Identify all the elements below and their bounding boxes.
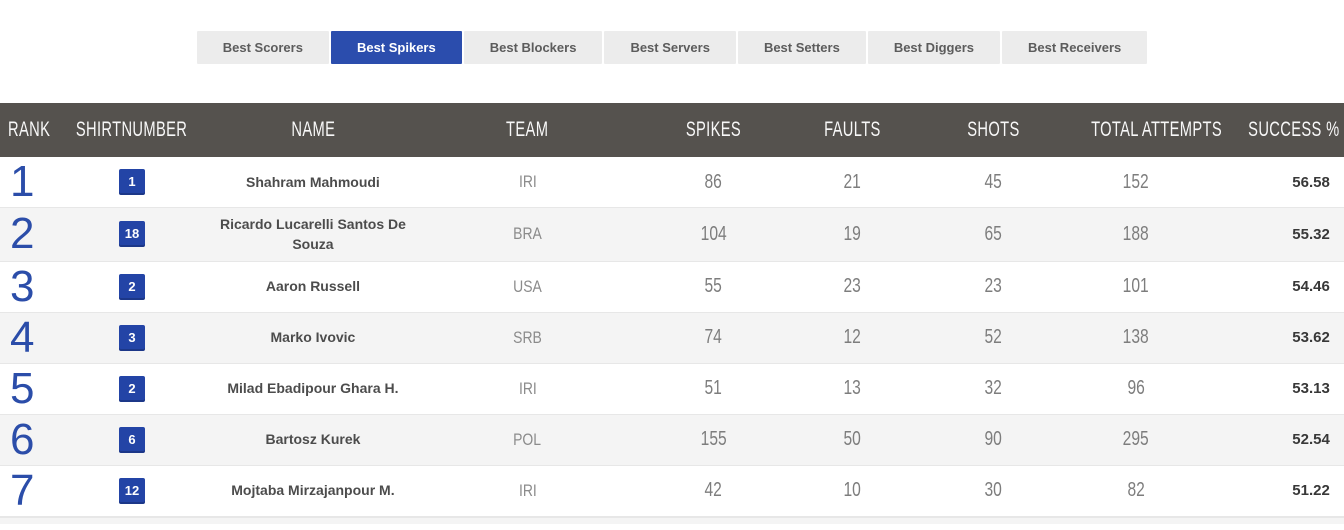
player-name: Aaron Russell — [265, 278, 360, 295]
rank-cell: 1 — [10, 157, 35, 206]
total-attempts-value: 152 — [1122, 170, 1149, 193]
shirt-number-badge: 18 — [118, 221, 145, 248]
player-name: Marko Ivovic — [270, 329, 356, 346]
shirtnumber-cell: 6 — [48, 426, 216, 453]
faults-value: 10 — [843, 479, 862, 502]
success-pct-value: 56.58 — [1292, 173, 1330, 191]
col-header-shirtnumber: SHIRTNUMBER — [76, 118, 188, 141]
shots-value: 52 — [984, 326, 1002, 349]
player-name: Mojtaba Mirzajanpour M. — [231, 482, 395, 499]
success-pct-value: 55.32 — [1292, 225, 1330, 243]
faults-value: 23 — [843, 275, 862, 298]
category-tab-bar: Best Scorers Best Spikers Best Blockers … — [0, 31, 1344, 64]
col-header-faults: FAULTS — [824, 118, 881, 141]
col-header-success-pct: SUCCESS % — [1248, 118, 1340, 141]
team-code: BRA — [513, 224, 542, 244]
shirtnumber-cell: 12 — [48, 477, 216, 504]
shirt-number-badge: 2 — [118, 273, 145, 300]
total-attempts-value: 101 — [1122, 275, 1149, 298]
faults-value: 13 — [843, 377, 862, 400]
shirtnumber-cell: 3 — [48, 324, 216, 351]
tab-best-scorers[interactable]: Best Scorers — [196, 31, 329, 64]
rank-cell: 6 — [10, 414, 35, 464]
col-header-name: NAME — [290, 118, 335, 141]
total-attempts-value: 188 — [1122, 222, 1149, 245]
team-code: IRI — [518, 172, 537, 191]
faults-value: 50 — [843, 428, 862, 451]
shirtnumber-cell: 18 — [48, 221, 216, 248]
spikes-value: 104 — [700, 222, 727, 245]
table-row: 6 6 Bartosz Kurek POL 155 50 90 295 52.5… — [0, 414, 1344, 466]
success-pct-value: 51.22 — [1292, 482, 1330, 500]
faults-value: 12 — [843, 326, 862, 349]
team-code: SRB — [513, 327, 542, 347]
tab-best-spikers[interactable]: Best Spikers — [330, 31, 462, 64]
col-header-spikes: SPIKES — [685, 118, 742, 141]
col-header-shots: SHOTS — [966, 118, 1020, 141]
rank-cell: 7 — [10, 465, 35, 515]
table-row: 3 2 Aaron Russell USA 55 23 23 101 54.46 — [0, 261, 1344, 313]
table-row: 2 18 Ricardo Lucarelli Santos De Souza B… — [0, 208, 1344, 262]
table-row: 5 2 Milad Ebadipour Ghara H. IRI 51 13 3… — [0, 363, 1344, 415]
shirt-number-badge: 6 — [118, 426, 145, 453]
total-attempts-value: 138 — [1122, 326, 1149, 349]
shots-value: 23 — [984, 275, 1002, 298]
spikes-value: 51 — [704, 377, 723, 400]
success-pct-value: 54.46 — [1292, 278, 1330, 296]
shirt-number-badge: 3 — [118, 324, 145, 351]
tab-best-diggers[interactable]: Best Diggers — [867, 31, 1001, 64]
player-name: Shahram Mahmoudi — [246, 173, 380, 190]
shots-value: 32 — [984, 377, 1002, 400]
rank-cell: 2 — [10, 209, 35, 259]
player-name: Ricardo Lucarelli Santos De Souza — [219, 216, 406, 253]
best-spikers-table: RANK SHIRTNUMBER NAME TEAM SPIKES FAULTS… — [0, 103, 1344, 524]
faults-value: 19 — [843, 222, 862, 245]
faults-value: 21 — [843, 170, 862, 193]
player-name: Bartosz Kurek — [265, 431, 361, 448]
success-pct-value: 52.54 — [1292, 431, 1330, 449]
rank-cell: 4 — [10, 312, 35, 362]
col-header-total-attempts: TOTAL ATTEMPTS — [1091, 118, 1222, 141]
shirt-number-badge: 12 — [118, 477, 145, 504]
shirtnumber-cell: 1 — [48, 169, 216, 195]
shots-value: 45 — [984, 170, 1002, 193]
rank-cell: 3 — [10, 261, 35, 311]
team-code: USA — [513, 276, 542, 296]
clipped-next-row — [0, 516, 1344, 524]
spikes-value: 86 — [704, 170, 723, 193]
total-attempts-value: 96 — [1127, 377, 1145, 400]
success-pct-value: 53.13 — [1292, 380, 1330, 398]
rank-cell: 5 — [10, 363, 35, 413]
tab-best-setters[interactable]: Best Setters — [737, 31, 866, 64]
spikes-value: 74 — [704, 326, 723, 349]
table-row: 4 3 Marko Ivovic SRB 74 12 52 138 53.62 — [0, 312, 1344, 364]
player-name: Milad Ebadipour Ghara H. — [227, 380, 399, 397]
shirtnumber-cell: 2 — [48, 375, 216, 402]
tab-best-receivers[interactable]: Best Receivers — [1002, 31, 1148, 64]
total-attempts-value: 82 — [1127, 479, 1145, 502]
shirtnumber-cell: 2 — [48, 273, 216, 300]
tab-best-blockers[interactable]: Best Blockers — [463, 31, 603, 64]
col-header-team: TEAM — [506, 118, 549, 141]
shots-value: 90 — [984, 428, 1002, 451]
col-header-rank: RANK — [8, 118, 51, 141]
team-code: IRI — [518, 480, 537, 500]
spikes-value: 55 — [704, 275, 723, 298]
tab-best-servers[interactable]: Best Servers — [604, 31, 736, 64]
spikes-value: 155 — [700, 428, 727, 451]
team-code: POL — [513, 429, 542, 449]
table-row: 1 1 Shahram Mahmoudi IRI 86 21 45 152 56… — [0, 157, 1344, 208]
team-code: IRI — [518, 378, 537, 398]
total-attempts-value: 295 — [1122, 428, 1149, 451]
shirt-number-badge: 2 — [118, 375, 145, 402]
table-row: 7 12 Mojtaba Mirzajanpour M. IRI 42 10 3… — [0, 465, 1344, 517]
shots-value: 30 — [984, 479, 1002, 502]
table-header-row: RANK SHIRTNUMBER NAME TEAM SPIKES FAULTS… — [0, 103, 1344, 157]
spikes-value: 42 — [704, 479, 723, 502]
shots-value: 65 — [984, 222, 1002, 245]
shirt-number-badge: 1 — [118, 169, 145, 195]
success-pct-value: 53.62 — [1292, 329, 1330, 347]
